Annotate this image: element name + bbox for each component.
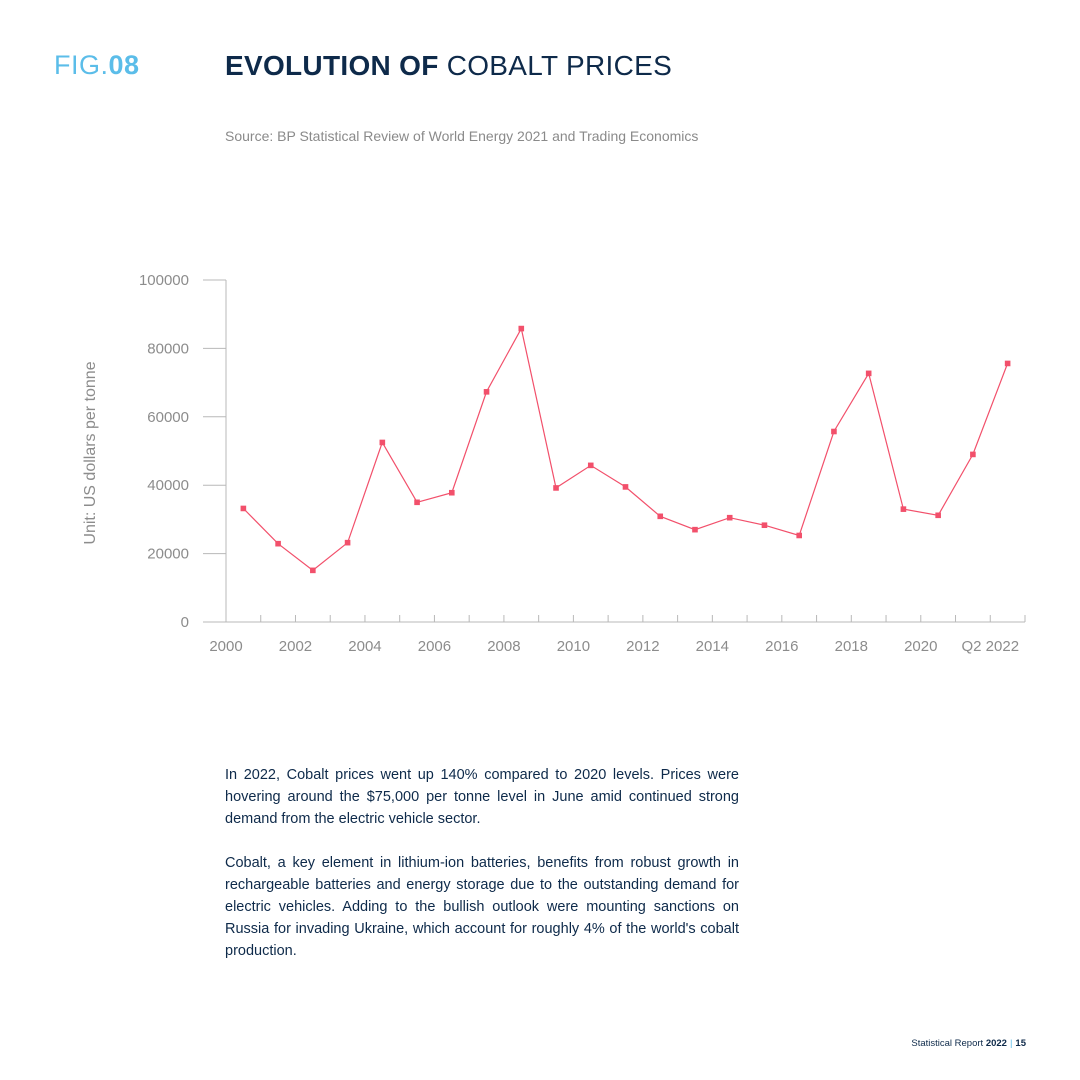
body-paragraph-2: Cobalt, a key element in lithium-ion bat… [225,855,739,959]
x-tick-label: 2014 [696,638,729,655]
data-point [726,514,733,521]
data-point [692,526,698,533]
data-point [449,489,455,496]
source-note: Source: BP Statistical Review of World E… [225,128,699,144]
figure-prefix: FIG. [54,50,109,80]
x-tick-label: 2008 [487,638,520,655]
footer-page-number: 15 [1015,1038,1026,1049]
data-point [831,428,837,435]
x-tick-label: 2004 [348,638,381,655]
data-point [587,462,594,469]
data-point [657,513,664,520]
x-tick-label: 2010 [557,638,590,655]
data-point [622,484,629,490]
y-tick-label: 40000 [147,477,189,494]
y-tick-label: 20000 [147,546,189,563]
data-point [900,506,907,512]
footer-separator: | [1009,1038,1013,1049]
x-tick-label: 2016 [765,638,798,655]
y-tick-label: 100000 [139,272,189,289]
footer-year: 2022 [985,1038,1007,1049]
x-tick-label: 2020 [904,638,937,655]
page-title: EVOLUTION OF COBALT PRICES [225,50,672,82]
data-point [935,512,941,519]
data-point [379,439,386,446]
x-tick-label: 2012 [626,638,659,655]
data-point [865,370,872,377]
data-point [796,532,802,539]
title-light: COBALT PRICES [446,50,673,81]
y-tick-label: 60000 [147,409,189,426]
figure-number: 08 [108,50,140,80]
x-tick-label: 2000 [209,638,242,655]
data-point [240,505,247,512]
title-bold: EVOLUTION OF [225,50,439,81]
data-point [483,389,490,395]
data-point [1004,360,1011,367]
figure-label: FIG.08 [54,50,140,81]
data-point [553,485,559,491]
x-tick-label: 2018 [835,638,868,655]
y-tick-label: 0 [181,614,189,631]
data-point [970,451,976,458]
page-footer: Statistical Report 2022 | 15 [911,1038,1026,1049]
x-tick-label: Q2 2022 [961,638,1019,655]
data-point [275,540,281,547]
series-line [242,326,1009,572]
y-tick-label: 80000 [147,340,189,357]
footer-report-label: Statistical Report [911,1038,984,1049]
data-point [344,539,351,546]
x-tick-label: 2002 [279,638,312,655]
data-point [518,325,525,332]
data-point [761,522,768,529]
y-axis-title: Unit: US dollars per tonne [82,361,99,544]
line-chart: 0 20000 40000 60000 80000 100000 2000 2002 2004 2… [82,272,1026,655]
data-point [414,499,420,506]
body-paragraph-1: In 2022, Cobalt prices went up 140% comp… [225,767,739,827]
body-text: In 2022, Cobalt prices went up 140% comp… [225,764,739,984]
x-tick-label: 2006 [418,638,451,655]
data-point [310,567,316,574]
